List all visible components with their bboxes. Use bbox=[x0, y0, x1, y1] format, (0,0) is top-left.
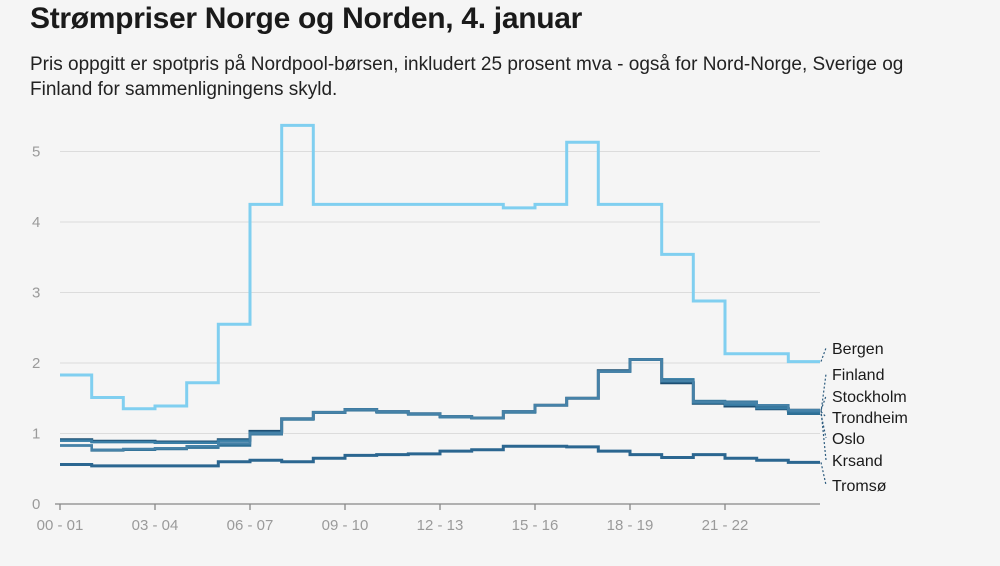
series-label-trondheim: Trondheim bbox=[832, 410, 908, 427]
label-leader-oslo bbox=[820, 413, 827, 439]
x-tick-label: 12 - 13 bbox=[417, 517, 464, 534]
series-label-krsand: Krsand bbox=[832, 453, 883, 470]
series-label-tromso: Tromsø bbox=[832, 478, 887, 495]
series-label-finland: Finland bbox=[832, 367, 884, 384]
y-tick-label: 5 bbox=[32, 144, 40, 161]
x-tick-label: 15 - 16 bbox=[512, 517, 559, 534]
y-tick-label: 1 bbox=[32, 426, 40, 443]
series-label-oslo: Oslo bbox=[832, 431, 865, 448]
y-tick-label: 2 bbox=[32, 355, 40, 372]
label-leader-tromso bbox=[820, 462, 827, 486]
series-line-tromso bbox=[60, 444, 820, 468]
label-leader-krsand bbox=[820, 410, 827, 461]
series-label-bergen: Bergen bbox=[832, 341, 884, 358]
series-line-bergen bbox=[60, 123, 820, 411]
label-leader-stockholm bbox=[820, 395, 827, 411]
y-tick-label: 4 bbox=[32, 214, 40, 231]
x-tick-label: 09 - 10 bbox=[322, 517, 369, 534]
series-label-stockholm: Stockholm bbox=[832, 389, 907, 406]
chart-subtitle: Pris oppgitt er spotpris på Nordpool-bør… bbox=[30, 54, 904, 100]
y-tick-label: 0 bbox=[32, 496, 40, 513]
label-leader-bergen bbox=[820, 347, 827, 362]
y-tick-label: 3 bbox=[32, 285, 40, 302]
x-tick-label: 18 - 19 bbox=[607, 517, 654, 534]
x-tick-label: 21 - 22 bbox=[702, 517, 749, 534]
x-tick-label: 03 - 04 bbox=[132, 517, 179, 534]
x-tick-label: 00 - 01 bbox=[37, 517, 84, 534]
chart-title: Strømpriser Norge og Norden, 4. januar bbox=[30, 2, 583, 35]
x-tick-label: 06 - 07 bbox=[227, 517, 274, 534]
label-leader-trondheim bbox=[820, 411, 827, 418]
label-leader-finland bbox=[820, 373, 827, 413]
series-line-krsand bbox=[60, 358, 820, 451]
